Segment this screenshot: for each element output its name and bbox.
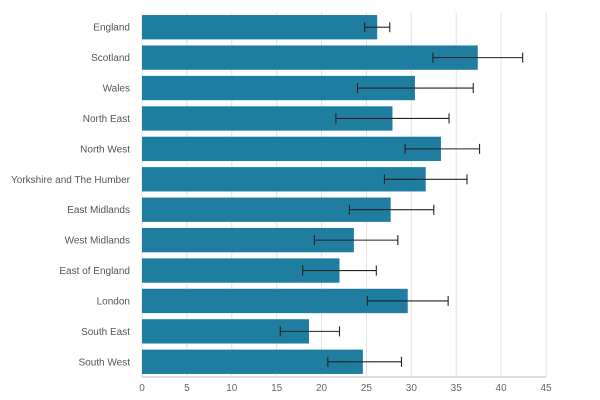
bar-north-west: [142, 136, 441, 162]
error-bar-south-west: [327, 356, 403, 367]
bar-south-west: [142, 349, 363, 374]
category-label-wales: Wales: [103, 84, 130, 95]
category-label-south-west: South West: [78, 357, 130, 368]
x-tick-label-25: 25: [361, 383, 373, 394]
error-bar-east-of-england: [302, 265, 377, 276]
error-bar-wales: [356, 83, 474, 94]
category-label-scotland: Scotland: [91, 53, 130, 64]
x-tick-label-10: 10: [226, 383, 238, 394]
error-bar-west-midlands: [313, 235, 399, 246]
x-tick-label-40: 40: [496, 383, 508, 394]
category-label-east-of-england: East of England: [59, 266, 130, 277]
category-label-east-midlands: East Midlands: [67, 205, 130, 216]
category-label-north-west: North West: [80, 144, 130, 155]
error-bar-east-midlands: [348, 204, 435, 215]
x-tick-label-0: 0: [139, 383, 145, 394]
category-label-england: England: [93, 23, 130, 34]
bar-england: [142, 15, 378, 40]
x-tick-label-5: 5: [184, 383, 190, 394]
category-label-london: London: [97, 296, 130, 307]
error-bar-north-west: [404, 143, 481, 154]
error-bar-north-east: [335, 113, 450, 124]
x-tick-label-45: 45: [540, 383, 552, 394]
x-tick-label-20: 20: [316, 383, 328, 394]
error-bar-london: [366, 295, 449, 306]
category-labels: England Scotland Wales North East North West…: [11, 23, 131, 369]
bars: [142, 15, 478, 374]
bar-yorkshire-and-the-humber: [142, 167, 426, 192]
error-bar-england: [364, 22, 391, 33]
x-tick-label-30: 30: [406, 383, 418, 394]
error-bars: [279, 22, 524, 367]
category-label-west-midlands: West Midlands: [65, 236, 130, 247]
bar-scotland: [142, 45, 478, 70]
x-tick-label-35: 35: [451, 383, 463, 394]
category-label-north-east: North East: [83, 114, 130, 125]
x-tick-labels: 0 5 10 15 20 25 30 35 40 45: [139, 383, 552, 394]
x-tick-label-15: 15: [271, 383, 283, 394]
category-label-south-east: South East: [81, 327, 130, 338]
category-label-yorkshire-and-the-humber: Yorkshire and The Humber: [11, 175, 131, 186]
error-bar-south-east: [279, 326, 341, 337]
error-bar-yorkshire-and-the-humber: [383, 174, 468, 185]
bar-london: [142, 288, 408, 314]
error-bar-scotland: [432, 52, 524, 63]
gridlines: [141, 12, 547, 377]
